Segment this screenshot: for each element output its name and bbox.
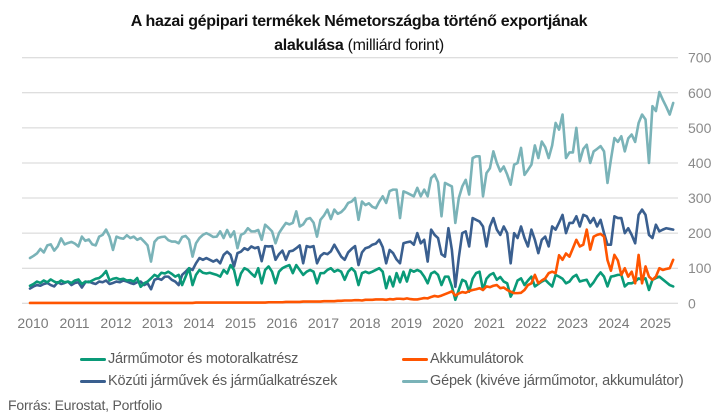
series-lines bbox=[28, 90, 675, 305]
y-tick-label: 500 bbox=[688, 120, 712, 136]
series-line-kozuti-jarmuvek-es-jarmualkatreszek bbox=[28, 208, 675, 291]
x-tick-label: 2017 bbox=[308, 315, 339, 331]
legend-label-kozuti-jarmuvek: Közúti járművek és járműalkatrészek bbox=[108, 373, 338, 389]
x-axis-ticks: 2010 2011 2012 2013 2014 2015 2016 2017 2018 2019… bbox=[17, 315, 671, 331]
y-axis-ticks: 0 100 200 300 400 500 600 700 bbox=[688, 50, 712, 312]
legend-item-akkumulatorok: Akkumulátorok bbox=[402, 349, 524, 369]
legend-swatch-jarmumotor bbox=[80, 357, 106, 361]
gridlines bbox=[22, 57, 678, 304]
x-tick-label: 2018 bbox=[349, 315, 380, 331]
legend-swatch-akkumulatorok bbox=[402, 357, 428, 361]
series-line-jarmumotor-es-motoralkatresz bbox=[28, 263, 675, 302]
legend-swatch-gepek bbox=[402, 379, 428, 383]
x-tick-label: 2010 bbox=[17, 315, 48, 331]
series-line-gepek-kiveve-jarmumotor-akkumulator bbox=[28, 90, 675, 263]
legend-label-akkumulatorok: Akkumulátorok bbox=[430, 351, 524, 367]
legend-label-gepek: Gépek (kivéve járműmotor, akkumulátor) bbox=[430, 373, 684, 389]
y-tick-label: 700 bbox=[688, 50, 712, 66]
legend-item-jarmumotor: Járműmotor és motoralkatrész bbox=[80, 349, 298, 369]
y-tick-label: 400 bbox=[688, 155, 712, 171]
x-tick-label: 2022 bbox=[515, 315, 546, 331]
legend-label-jarmumotor: Járműmotor és motoralkatrész bbox=[108, 351, 299, 367]
legend-swatch-kozuti-jarmuvek bbox=[80, 379, 106, 383]
y-tick-label: 200 bbox=[688, 225, 712, 241]
legend-item-kozuti-jarmuvek: Közúti járművek és járműalkatrészek bbox=[80, 371, 337, 391]
chart-title: A hazai gépipari termékek Németországba … bbox=[130, 13, 588, 30]
source-note: Forrás: Eurostat, Portfolio bbox=[8, 397, 163, 413]
x-tick-label: 2019 bbox=[391, 315, 422, 331]
y-tick-label: 0 bbox=[688, 295, 696, 311]
series-line-akkumulatorok bbox=[28, 228, 675, 305]
x-tick-label: 2023 bbox=[557, 315, 588, 331]
chart-subtitle: alakulása (milliárd forint) bbox=[0, 36, 718, 56]
x-tick-label: 2020 bbox=[432, 315, 463, 331]
x-tick-label: 2025 bbox=[640, 315, 671, 331]
x-tick-label: 2016 bbox=[266, 315, 297, 331]
x-tick-label: 2015 bbox=[225, 315, 256, 331]
chart-title-bold-part: alakulása bbox=[274, 37, 344, 54]
y-tick-label: 100 bbox=[688, 260, 712, 276]
x-tick-label: 2024 bbox=[598, 315, 629, 331]
x-tick-label: 2013 bbox=[142, 315, 173, 331]
x-tick-label: 2014 bbox=[183, 315, 214, 331]
chart-unit-label: (milliárd forint) bbox=[343, 37, 445, 54]
x-tick-label: 2021 bbox=[474, 315, 505, 331]
y-tick-label: 600 bbox=[688, 85, 712, 101]
x-tick-label: 2011 bbox=[59, 315, 89, 331]
x-tick-label: 2012 bbox=[100, 315, 131, 331]
y-tick-label: 300 bbox=[688, 190, 712, 206]
legend-item-gepek: Gépek (kivéve járműmotor, akkumulátor) bbox=[402, 371, 684, 391]
